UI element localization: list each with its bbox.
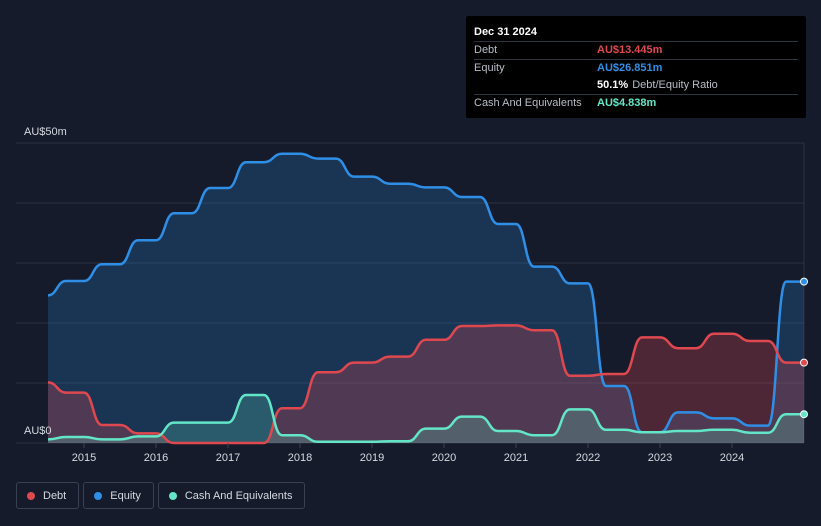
x-tick-label: 2016 [144, 452, 168, 464]
equity-end-point [800, 277, 808, 286]
tooltip-debt-value: AU$13.445m [597, 44, 663, 56]
cash-dot-icon [168, 491, 177, 500]
legend-item-equity[interactable]: Equity [83, 482, 154, 509]
tooltip-debt-label: Debt [474, 44, 498, 56]
legend-label-debt: Debt [43, 489, 67, 502]
x-tick-label: 2015 [72, 452, 96, 464]
y-axis-top-label: AU$50m [24, 126, 67, 138]
debt-area [48, 325, 804, 443]
series-areas [48, 153, 804, 444]
tooltip-equity-value: AU$26.851m [597, 62, 663, 74]
equity-dot-icon [94, 491, 103, 500]
tooltip-ratio-label: Debt/Equity Ratio [632, 79, 718, 91]
x-tick-label: 2024 [720, 452, 744, 464]
tooltip-ratio-spacer [474, 77, 597, 94]
tooltip-date: Dec 31 2024 [474, 26, 537, 38]
x-tick-label: 2021 [504, 452, 528, 464]
tooltip-equity-label: Equity [474, 62, 505, 74]
tooltip-cash-value: AU$4.838m [597, 97, 657, 109]
x-tick-label: 2018 [288, 452, 312, 464]
series-end-points [800, 277, 808, 419]
equity-line [47, 152, 804, 434]
x-axis: 2015 2016 2017 2018 2019 2020 2021 2022 2023 2024 [72, 443, 744, 464]
y-axis-bottom-label: AU$0 [24, 425, 52, 437]
series-lines [47, 152, 804, 445]
x-tick-label: 2023 [648, 452, 672, 464]
grid-lines [16, 142, 805, 444]
x-tick-label: 2020 [432, 452, 456, 464]
tooltip-equity-row: Equity AU$26.851m [474, 59, 798, 77]
legend-item-cash[interactable]: Cash And Equivalents [157, 482, 306, 509]
cash-end-point [800, 410, 808, 419]
tooltip-ratio-row: 50.1% Debt/Equity Ratio [474, 77, 798, 94]
equity-area [48, 153, 804, 444]
legend-item-debt[interactable]: Debt [16, 482, 80, 509]
legend-label-cash: Cash And Equivalents [184, 489, 293, 502]
legend-label-equity: Equity [110, 489, 141, 502]
cash-line [47, 393, 804, 444]
data-tooltip: Dec 31 2024 Debt AU$13.445m Equity AU$26… [466, 16, 806, 118]
x-tick-label: 2019 [360, 452, 384, 464]
x-tick-label: 2022 [576, 452, 600, 464]
debt-end-point [800, 358, 808, 367]
debt-line [47, 324, 804, 445]
tooltip-cash-label: Cash And Equivalents [474, 97, 582, 109]
debt-dot-icon [27, 491, 35, 500]
tooltip-ratio-value: 50.1% [597, 79, 629, 91]
chart-legend: Debt Equity Cash And Equivalents [16, 482, 306, 509]
tooltip-cash-row: Cash And Equivalents AU$4.838m [474, 94, 798, 112]
tooltip-debt-row: Debt AU$13.445m [474, 41, 798, 59]
x-tick-label: 2017 [216, 452, 240, 464]
